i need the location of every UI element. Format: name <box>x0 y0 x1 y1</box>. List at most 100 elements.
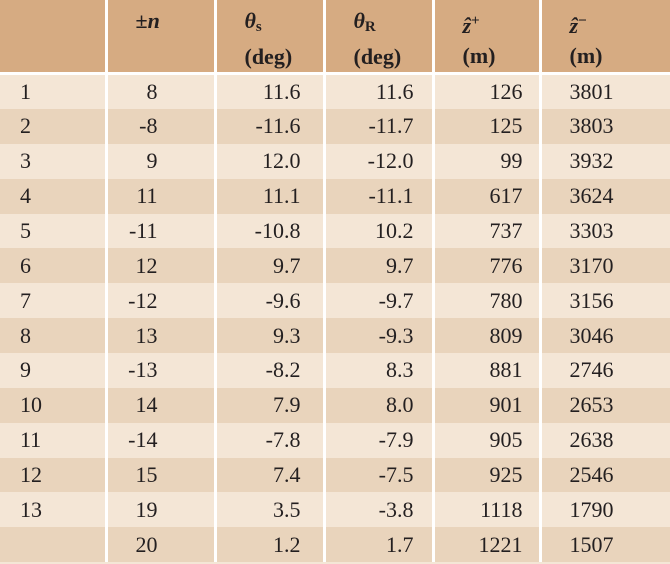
cell-z-plus: 617 <box>431 178 540 214</box>
cell-z-plus: 780 <box>431 283 540 319</box>
theta-symbol: θ <box>353 8 365 33</box>
table-body: 1 8 11.6 11.6 126 3801 2 -8 -11.6 -11.7 125 3803 3 9 1… <box>0 72 670 563</box>
cell-n: 11 <box>104 178 215 214</box>
cell-n: 19 <box>104 492 215 528</box>
header-index <box>0 0 106 74</box>
n-symbol: n <box>147 8 160 33</box>
header-z-plus: ẑ+ (m) <box>431 0 540 74</box>
header-theta-r: θR (deg) <box>322 0 433 74</box>
cell-z-plus: 901 <box>431 387 540 423</box>
cell-theta-s: 9.3 <box>213 318 324 354</box>
cell-theta-r: 8.3 <box>322 353 433 388</box>
cell-z-minus: 3932 <box>538 143 670 179</box>
cell-theta-r: -9.7 <box>322 283 433 319</box>
table-row: 7 -12 -9.6 -9.7 780 3156 <box>0 283 670 319</box>
cell-index: 10 <box>20 392 42 418</box>
cell-n: 8 <box>104 72 215 109</box>
cell-index: 12 <box>20 462 42 488</box>
cell-z-minus: 3624 <box>538 178 670 214</box>
z-hat-symbol: ẑ <box>462 13 472 38</box>
cell-theta-r: -11.1 <box>322 178 433 214</box>
cell-theta-s: 7.4 <box>213 457 324 493</box>
table-row: 9 -13 -8.2 8.3 881 2746 <box>0 353 670 388</box>
table-row: 1 8 11.6 11.6 126 3801 <box>0 72 670 109</box>
cell-index: 8 <box>20 322 31 348</box>
cell-theta-s: 11.6 <box>213 72 324 109</box>
plus-minus-symbol: ± <box>135 8 148 33</box>
cell-index: 6 <box>20 252 31 278</box>
cell-z-minus: 3156 <box>538 283 670 319</box>
cell-theta-r: 9.7 <box>322 248 433 284</box>
cell-theta-s: 7.9 <box>213 387 324 423</box>
cell-z-plus: 125 <box>431 109 540 144</box>
table-row: 4 11 11.1 -11.1 617 3624 <box>0 178 670 214</box>
cell-n: 13 <box>104 318 215 354</box>
cell-z-plus: 925 <box>431 457 540 493</box>
cell-theta-s: 1.2 <box>213 527 324 563</box>
theta-r-subscript: R <box>364 19 376 35</box>
cell-theta-r: 8.0 <box>322 387 433 423</box>
cell-theta-s: 3.5 <box>213 492 324 528</box>
z-minus-superscript: − <box>578 13 587 29</box>
cell-theta-r: -7.9 <box>322 422 433 458</box>
cell-theta-r: 10.2 <box>322 213 433 249</box>
cell-z-plus: 737 <box>431 213 540 249</box>
cell-theta-r: -9.3 <box>322 318 433 354</box>
cell-n: 9 <box>104 143 215 179</box>
theta-s-subscript: s <box>255 19 262 35</box>
cell-z-plus: 99 <box>431 143 540 179</box>
cell-index: 9 <box>20 357 31 383</box>
cell-index: 7 <box>20 287 31 313</box>
header-z-minus: ẑ− (m) <box>538 0 670 74</box>
cell-theta-r: 11.6 <box>322 72 433 109</box>
cell-theta-r: -12.0 <box>322 143 433 179</box>
header-theta-s: θs (deg) <box>213 0 324 74</box>
cell-theta-s: -11.6 <box>213 109 324 144</box>
z-hat-symbol: ẑ <box>569 13 579 38</box>
cell-theta-s: 9.7 <box>213 248 324 284</box>
cell-index: 1 <box>0 72 106 109</box>
cell-z-minus: 2653 <box>538 387 670 423</box>
cell-theta-s: -9.6 <box>213 283 324 319</box>
cell-index: 5 <box>20 218 31 243</box>
cell-theta-s: -8.2 <box>213 353 324 388</box>
cell-z-plus: 1118 <box>431 492 540 528</box>
z-plus-superscript: + <box>471 13 480 29</box>
table-row: 11 -14 -7.8 -7.9 905 2638 <box>0 422 670 458</box>
cell-theta-s: 12.0 <box>213 143 324 179</box>
cell-n: 14 <box>104 387 215 423</box>
cell-n: -14 <box>104 422 215 458</box>
table-row: 20 1.2 1.7 1221 1507 <box>0 527 670 563</box>
table-row: 3 9 12.0 -12.0 99 3932 <box>0 143 670 179</box>
cell-z-plus: 776 <box>431 248 540 284</box>
cell-n: -12 <box>104 283 215 319</box>
cell-z-minus: 2638 <box>538 422 670 458</box>
cell-z-plus: 905 <box>431 422 540 458</box>
table-row: 6 12 9.7 9.7 776 3170 <box>0 248 670 284</box>
cell-z-minus: 3046 <box>538 318 670 354</box>
cell-theta-s: -7.8 <box>213 422 324 458</box>
cell-theta-s: 11.1 <box>213 178 324 214</box>
cell-z-minus: 3170 <box>538 248 670 284</box>
cell-index: 4 <box>20 183 31 209</box>
table-row: 10 14 7.9 8.0 901 2653 <box>0 387 670 423</box>
cell-index: 2 <box>20 113 31 139</box>
table-header: ±n θs (deg) θR (deg) ẑ+ (m) ẑ− (m) <box>0 0 670 74</box>
table-row: 8 13 9.3 -9.3 809 3046 <box>0 318 670 354</box>
cell-z-plus: 126 <box>431 72 540 109</box>
theta-symbol: θ <box>244 8 256 33</box>
cell-index <box>0 527 106 562</box>
cell-index: 13 <box>20 496 42 522</box>
cell-z-minus: 2746 <box>538 353 670 388</box>
header-row: ±n θs (deg) θR (deg) ẑ+ (m) ẑ− (m) <box>0 0 670 74</box>
cell-n: -8 <box>104 109 215 144</box>
table-row: 13 19 3.5 -3.8 1118 1790 <box>0 492 670 528</box>
cell-n: 12 <box>104 248 215 284</box>
cell-z-plus: 1221 <box>431 527 540 563</box>
cell-z-plus: 809 <box>431 318 540 354</box>
cell-theta-s: -10.8 <box>213 213 324 249</box>
cell-theta-r: 1.7 <box>322 527 433 563</box>
cell-theta-r: -7.5 <box>322 457 433 493</box>
cell-index: 11 <box>20 427 42 453</box>
cell-z-minus: 1507 <box>538 527 670 563</box>
